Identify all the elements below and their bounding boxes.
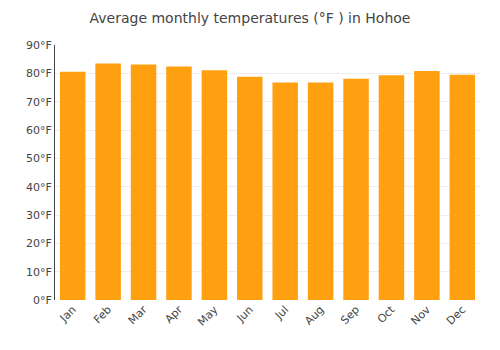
svg-text:Aug: Aug bbox=[302, 303, 326, 327]
svg-text:0°F: 0°F bbox=[33, 294, 52, 307]
svg-text:20°F: 20°F bbox=[26, 237, 52, 250]
svg-text:70°F: 70°F bbox=[26, 96, 52, 109]
svg-text:Mar: Mar bbox=[126, 303, 150, 327]
svg-text:60°F: 60°F bbox=[26, 124, 52, 137]
svg-text:Oct: Oct bbox=[375, 303, 398, 326]
svg-text:Nov: Nov bbox=[409, 303, 434, 328]
svg-text:Jul: Jul bbox=[272, 303, 291, 322]
svg-text:40°F: 40°F bbox=[26, 181, 52, 194]
svg-text:Jan: Jan bbox=[57, 303, 79, 325]
svg-text:50°F: 50°F bbox=[26, 152, 52, 165]
svg-text:80°F: 80°F bbox=[26, 67, 52, 80]
svg-text:Average monthly temperatures (: Average monthly temperatures (°F ) in Ho… bbox=[90, 10, 411, 26]
svg-text:10°F: 10°F bbox=[26, 266, 52, 279]
svg-text:Jun: Jun bbox=[234, 303, 256, 325]
svg-text:Apr: Apr bbox=[162, 303, 185, 326]
svg-text:May: May bbox=[195, 303, 221, 329]
svg-text:Dec: Dec bbox=[444, 303, 468, 327]
svg-text:Feb: Feb bbox=[91, 303, 114, 326]
svg-text:Sep: Sep bbox=[338, 303, 362, 327]
svg-text:90°F: 90°F bbox=[26, 39, 52, 52]
svg-text:30°F: 30°F bbox=[26, 209, 52, 222]
